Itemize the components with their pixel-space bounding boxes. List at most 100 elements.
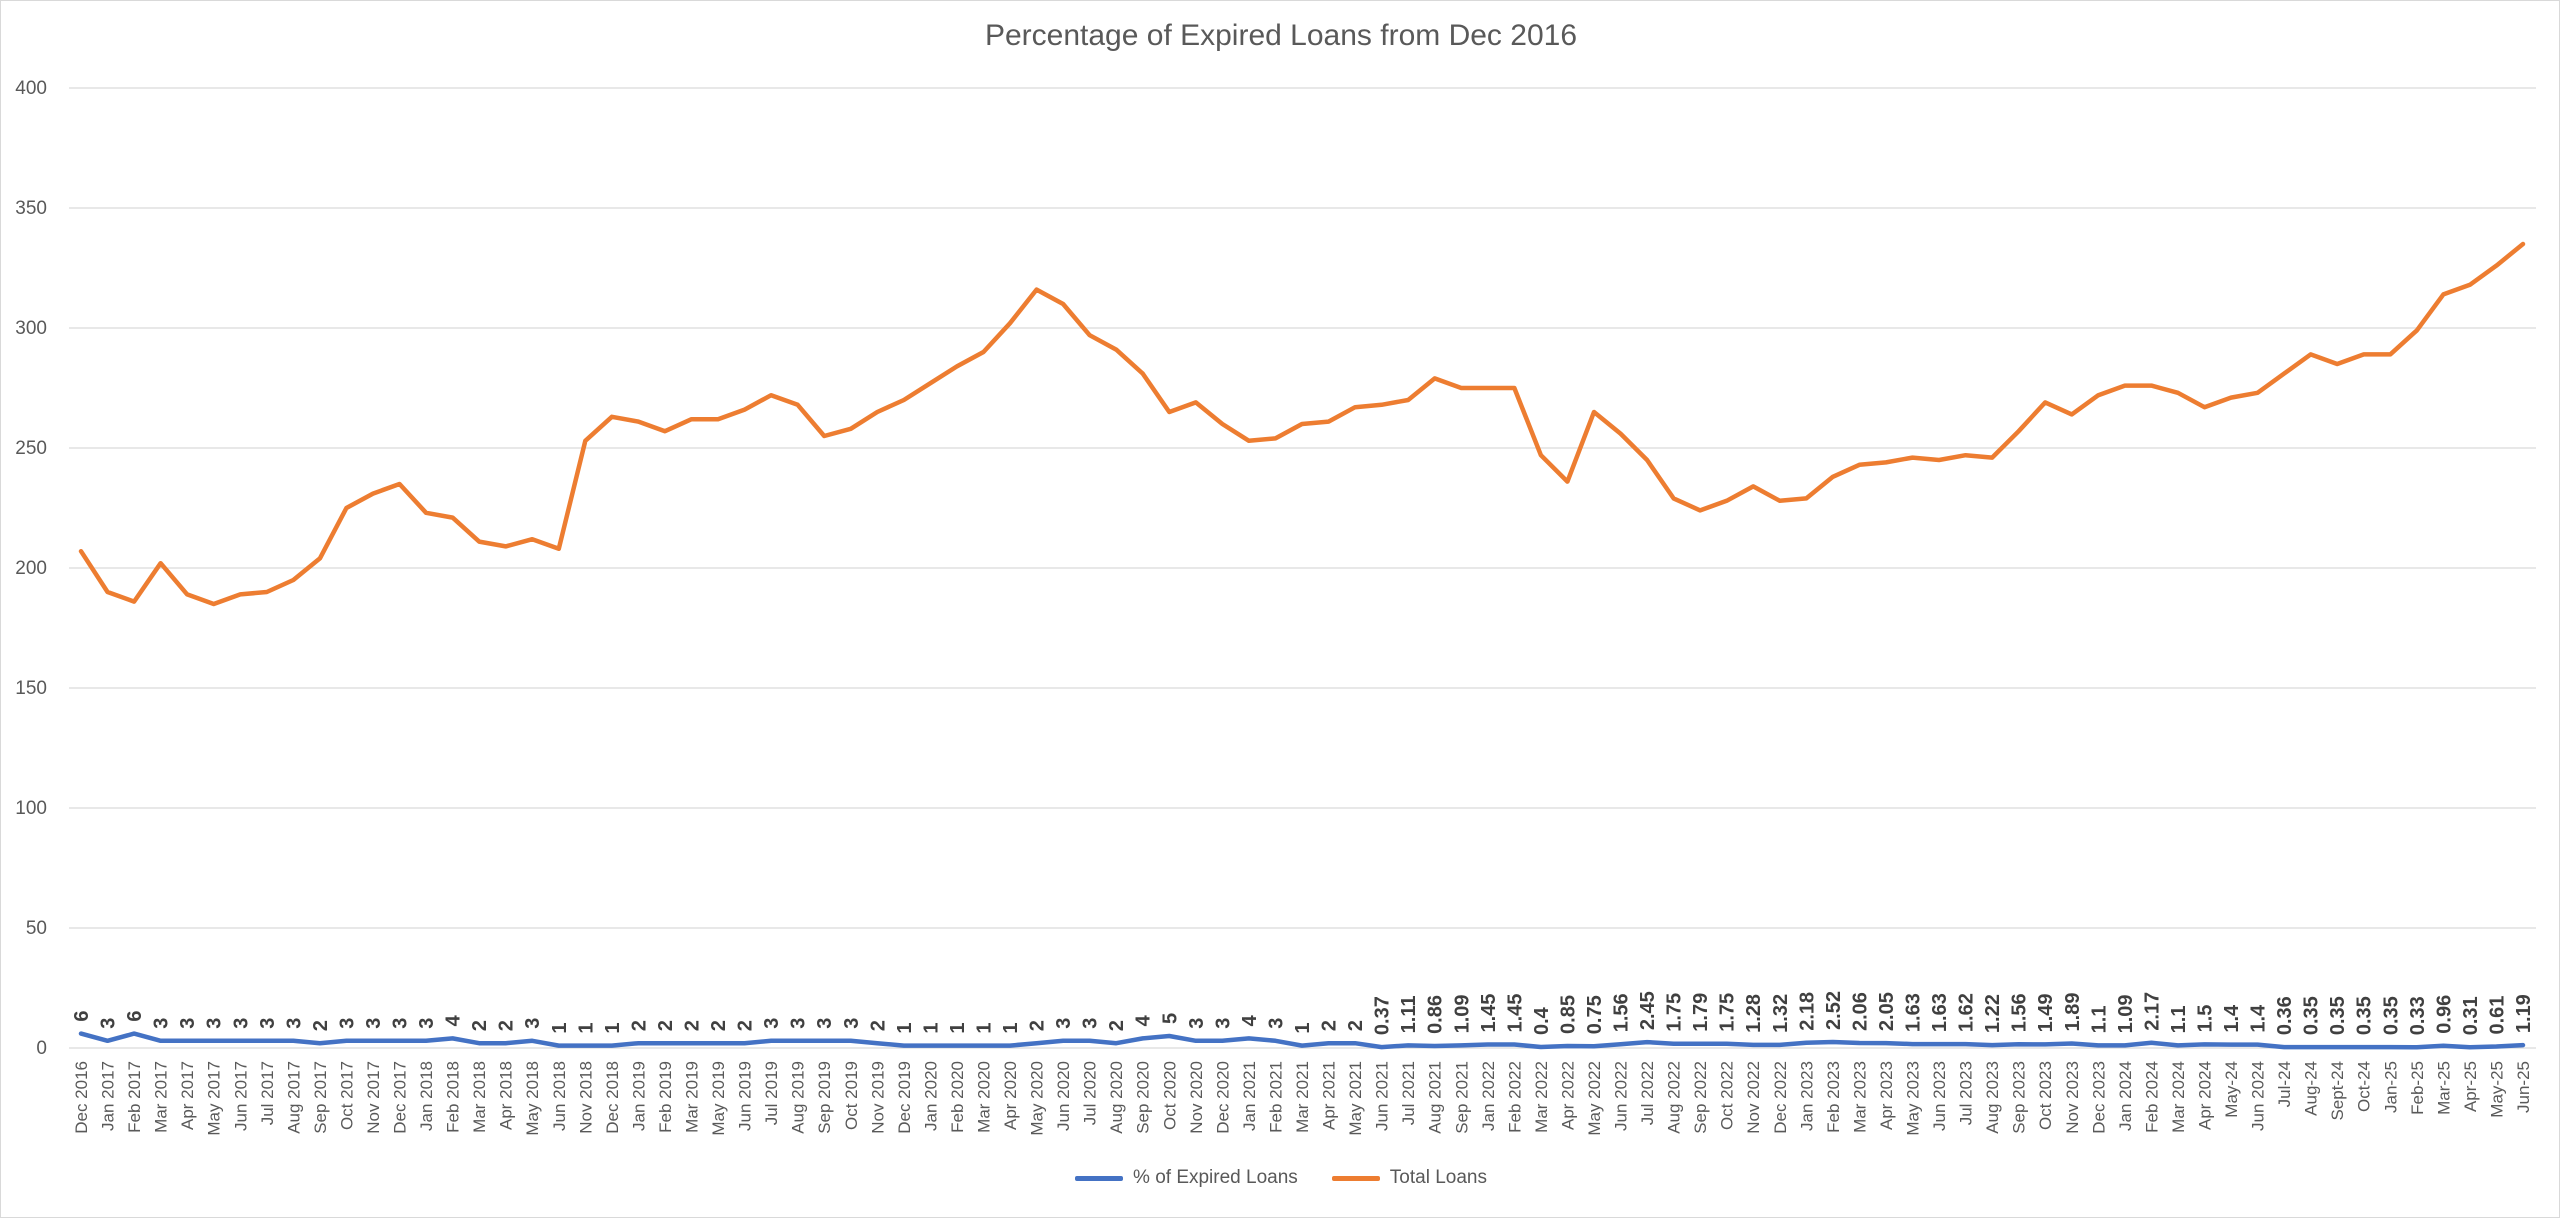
data-label: 3 (177, 1018, 199, 1029)
x-tick-label: Feb 2021 (1266, 1061, 1285, 1133)
data-label: 1 (894, 1022, 916, 1033)
x-tick-label: Feb 2017 (125, 1061, 144, 1133)
data-label: 3 (1080, 1018, 1102, 1029)
data-label: 2.18 (1796, 992, 1818, 1031)
data-label: 1.22 (1982, 994, 2004, 1033)
data-label: 1.75 (1664, 993, 1686, 1032)
x-tick-label: Dec 2020 (1213, 1061, 1232, 1134)
x-tick-label: May 2021 (1346, 1061, 1365, 1136)
x-tick-label: Aug 2020 (1107, 1061, 1126, 1134)
x-tick-label: Jul 2020 (1081, 1061, 1100, 1125)
x-tick-label: Jun 2018 (550, 1061, 569, 1131)
x-tick-label: Nov 2023 (2063, 1061, 2082, 1134)
x-tick-label: Apr-25 (2461, 1061, 2480, 1112)
data-label: 0.85 (1557, 995, 1579, 1034)
data-label: 1.45 (1504, 994, 1526, 1033)
x-tick-label: Jan 2021 (1240, 1061, 1259, 1131)
x-tick-label: Apr 2021 (1320, 1061, 1339, 1130)
x-tick-label: Aug-24 (2302, 1061, 2321, 1116)
y-tick-label: 150 (15, 678, 47, 699)
data-label: 0.31 (2460, 996, 2482, 1035)
data-label: 2.06 (1849, 992, 1871, 1031)
x-tick-label: Dec 2019 (895, 1061, 914, 1134)
data-label: 2 (708, 1020, 730, 1031)
data-label: 2 (1106, 1020, 1128, 1031)
data-label: 0.33 (2407, 996, 2429, 1035)
x-tick-label: Feb-25 (2408, 1061, 2427, 1115)
x-tick-label: May 2022 (1585, 1061, 1604, 1136)
x-tick-label: Mar 2020 (974, 1061, 993, 1133)
data-label: 1.5 (2194, 1005, 2216, 1033)
data-label: 0.4 (1531, 1006, 1553, 1035)
data-label: 4 (443, 1014, 465, 1026)
x-tick-label: Apr 2023 (1877, 1061, 1896, 1130)
data-label: 1 (947, 1022, 969, 1033)
x-tick-label: Oct 2022 (1718, 1061, 1737, 1130)
series-line-total (78, 241, 2526, 607)
x-tick-label: Mar 2023 (1850, 1061, 1869, 1133)
x-tick-label: Dec 2018 (603, 1061, 622, 1134)
x-tick-label: Oct-24 (2355, 1061, 2374, 1112)
x-tick-label: Aug 2022 (1665, 1061, 1684, 1134)
x-tick-label: Nov 2019 (868, 1061, 887, 1134)
x-tick-label: Apr 2018 (497, 1061, 516, 1130)
x-tick-label: Mar 2018 (470, 1061, 489, 1133)
data-label: 1.79 (1690, 993, 1712, 1032)
x-tick-label: Dec 2022 (1771, 1061, 1790, 1134)
x-tick-label: Dec 2016 (72, 1061, 91, 1134)
x-tick-label: Apr 2024 (2195, 1061, 2214, 1130)
legend-item-total: Total Loans (1331, 1167, 1487, 1189)
x-tick-label: Sep 2017 (311, 1061, 330, 1134)
x-tick-label: Sep 2019 (815, 1061, 834, 1134)
data-label: 2 (469, 1020, 491, 1031)
data-label: 1.19 (2513, 994, 2535, 1033)
x-tick-label: Jul-24 (2275, 1061, 2294, 1107)
data-label: 3 (230, 1018, 252, 1029)
x-tick-label: Sep 2021 (1452, 1061, 1471, 1134)
x-tick-label: Jan 2017 (99, 1061, 118, 1131)
data-label: 3 (1265, 1018, 1287, 1029)
legend-swatch-expired (1075, 1175, 1124, 1181)
data-label: 1.49 (2035, 993, 2057, 1032)
data-label: 2 (1345, 1020, 1367, 1031)
data-label: 2 (655, 1020, 677, 1031)
x-tick-label: Feb 2018 (444, 1061, 463, 1133)
data-label: 3 (761, 1018, 783, 1029)
x-tick-label: Nov 2022 (1744, 1061, 1763, 1134)
x-tick-label: Mar 2024 (2169, 1061, 2188, 1133)
data-label: 1 (549, 1022, 571, 1033)
x-tick-label: Apr 2022 (1558, 1061, 1577, 1130)
gridlines (69, 87, 2536, 1049)
x-tick-label: Nov 2018 (576, 1061, 595, 1134)
data-label: 0.35 (2380, 996, 2402, 1035)
data-label: 1.75 (1717, 993, 1739, 1032)
x-tick-label: Apr 2020 (1001, 1061, 1020, 1130)
y-tick-label: 300 (15, 318, 47, 339)
legend-label-expired: % of Expired Loans (1133, 1167, 1298, 1188)
x-tick-label: Oct 2017 (337, 1061, 356, 1130)
data-label: 3 (336, 1018, 358, 1029)
x-tick-label: Jul 2021 (1399, 1061, 1418, 1125)
data-label: 1.28 (1743, 994, 1765, 1033)
data-label: 1.4 (2221, 1004, 2243, 1033)
x-tick-label: Mar-25 (2434, 1061, 2453, 1115)
x-tick-label: May-25 (2487, 1061, 2506, 1118)
data-label: 1.09 (2115, 994, 2137, 1033)
data-label: 0.36 (2274, 996, 2296, 1035)
data-label: 5 (1159, 1013, 1181, 1024)
x-tick-label: Jan 2024 (2116, 1061, 2135, 1131)
legend-label-total: Total Loans (1389, 1167, 1487, 1188)
data-label: 3 (283, 1018, 305, 1029)
x-tick-label: May-24 (2222, 1061, 2241, 1118)
x-axis-tick-labels: Dec 2016 Jan 2017 Feb 2017 Mar 2017 Apr 2017… (72, 1061, 2533, 1136)
x-tick-label: Sep 2020 (1134, 1061, 1153, 1134)
data-label: 1.89 (2062, 993, 2084, 1032)
data-label: 2 (496, 1020, 518, 1031)
x-tick-label: Jun 2020 (1054, 1061, 1073, 1131)
data-label: 1 (920, 1022, 942, 1033)
legend-item-expired: % of Expired Loans (1075, 1167, 1298, 1189)
data-label: 2 (628, 1020, 650, 1031)
x-tick-label: May 2019 (709, 1061, 728, 1136)
